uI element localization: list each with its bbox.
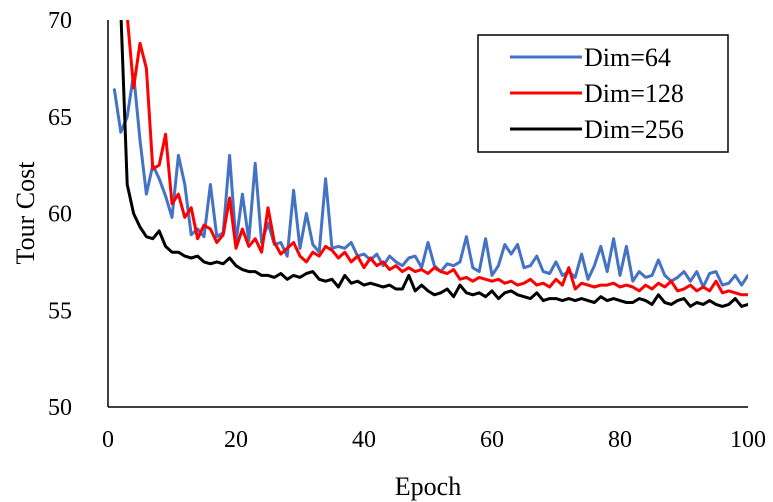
y-tick-label: 65	[48, 105, 72, 131]
y-tick-label: 55	[48, 298, 72, 324]
series-line-dim-128	[126, 20, 748, 297]
x-tick-label: 100	[730, 427, 766, 453]
y-tick-label: 70	[48, 8, 72, 34]
x-tick-label: 40	[352, 427, 376, 453]
x-tick-label: 20	[224, 427, 248, 453]
x-tick-label: 80	[608, 427, 632, 453]
legend-label: Dim=256	[584, 115, 684, 144]
legend-label: Dim=128	[584, 79, 684, 108]
y-axis-label: Tour Cost	[11, 161, 40, 265]
series-line-dim-64	[112, 72, 748, 289]
series-line-dim-256	[119, 20, 748, 308]
x-tick-label: 0	[102, 427, 114, 453]
legend: Dim=64 Dim=128 Dim=256	[477, 34, 729, 153]
legend-label: Dim=64	[584, 43, 671, 72]
x-axis-label: Epoch	[395, 472, 461, 501]
y-tick-label: 60	[48, 202, 72, 228]
y-tick-label: 50	[48, 395, 72, 421]
x-tick-label: 60	[480, 427, 504, 453]
